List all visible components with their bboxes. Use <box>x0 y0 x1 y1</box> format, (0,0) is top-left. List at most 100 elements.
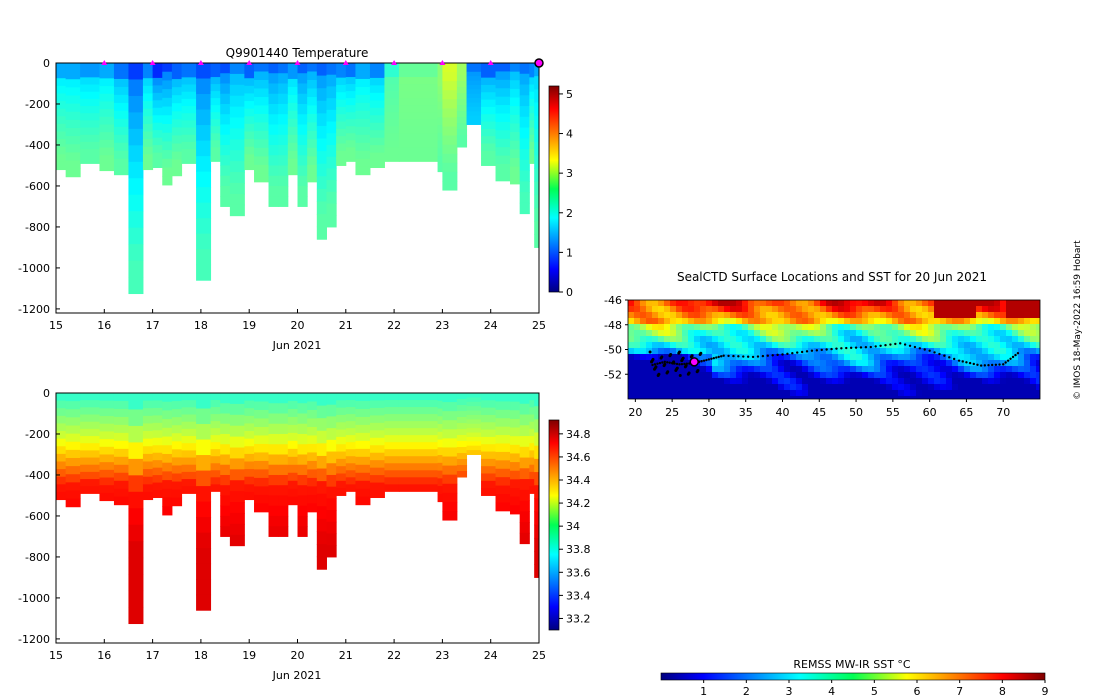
sst-cell <box>706 372 713 379</box>
profile-cell <box>466 397 482 403</box>
sst-cell <box>658 396 665 399</box>
profile-cell <box>481 473 497 482</box>
sst-colorbar-tick-label: 7 <box>956 685 963 698</box>
profile-cell <box>80 156 100 164</box>
profile-cell <box>519 192 530 204</box>
sst-cell <box>676 312 683 319</box>
profile-cell <box>437 416 443 425</box>
track-point <box>800 350 804 354</box>
profile-cell <box>99 454 115 463</box>
sst-cell <box>934 396 941 399</box>
profile-cell <box>398 98 439 106</box>
profile-cell <box>254 418 270 428</box>
profile-cell <box>171 457 183 466</box>
sst-cell <box>940 360 947 367</box>
sst-cell <box>982 300 989 307</box>
profile-cell <box>510 166 521 176</box>
profile-cell <box>220 63 231 74</box>
profile-cell <box>534 115 539 130</box>
profile-cell <box>244 423 255 432</box>
sst-cell <box>784 396 791 399</box>
profile-cell <box>369 63 385 71</box>
sst-cell <box>742 312 749 319</box>
sst-cell <box>706 330 713 337</box>
profile-cell <box>529 77 535 86</box>
profile-cell <box>442 402 458 412</box>
profile-cell <box>287 416 298 426</box>
track-point <box>665 371 669 375</box>
profile-cell <box>297 495 308 507</box>
profile-cell <box>128 409 144 427</box>
profile-cell <box>65 103 81 113</box>
profile-cell <box>99 101 115 110</box>
profile-cell <box>307 79 318 89</box>
track-point <box>815 349 819 352</box>
profile-cell <box>152 85 163 94</box>
profile-cell <box>196 439 212 456</box>
sst-cell <box>838 366 845 373</box>
sst-cell <box>910 378 917 385</box>
sst-cell <box>682 336 689 343</box>
profile-cell <box>481 422 497 431</box>
profile-cell <box>171 417 183 426</box>
seal-track <box>648 342 1020 377</box>
profile-cell <box>456 399 468 406</box>
sst-colorbar-tick-label: 5 <box>871 685 878 698</box>
profile-cell <box>495 443 511 453</box>
track-point <box>913 345 917 349</box>
profile-cell <box>152 460 163 469</box>
sst-cell <box>886 396 893 399</box>
profile-cell <box>278 495 289 507</box>
sst-cell <box>874 324 881 331</box>
profile-cell <box>278 144 289 156</box>
sst-cell <box>904 366 911 373</box>
profile-cell <box>65 136 81 145</box>
profile-cell <box>307 460 318 470</box>
sst-cell <box>982 312 989 319</box>
sst-cell <box>802 384 809 391</box>
sst-cell <box>784 336 791 343</box>
profile-cell <box>466 406 482 412</box>
sst-cell <box>682 306 689 313</box>
profile-cell <box>539 176 546 187</box>
sst-cell <box>862 378 869 385</box>
sst-cell <box>922 390 929 397</box>
profile-cell <box>244 476 255 485</box>
profile-cell <box>56 139 67 148</box>
track-point <box>712 356 716 360</box>
sst-cell <box>844 312 851 319</box>
profile-cell <box>456 411 468 418</box>
profile-cell <box>210 393 221 401</box>
sst-cell <box>880 306 887 313</box>
profile-cell <box>181 134 197 143</box>
sst-cell <box>754 306 761 313</box>
sst-cell <box>964 360 971 367</box>
sst-cell <box>676 306 683 313</box>
x-tick-label: 25 <box>532 649 546 662</box>
sst-cell <box>916 360 923 367</box>
profile-cell <box>56 431 67 440</box>
profile-cell <box>171 63 183 72</box>
sst-cell <box>838 396 845 399</box>
sst-cell <box>730 372 737 379</box>
sst-cell <box>922 342 929 349</box>
credit-text: © IMOS 18-May-2022 16:59 Hobart <box>1073 240 1083 400</box>
sst-cell <box>964 312 971 319</box>
profile-cell <box>65 466 81 475</box>
sst-cell <box>958 312 965 319</box>
profile-cell <box>113 102 129 112</box>
profile-cell <box>210 140 221 148</box>
profile-cell <box>355 432 371 442</box>
sst-cell <box>1012 384 1019 391</box>
profile-cell <box>442 474 458 485</box>
sst-cell <box>634 384 641 391</box>
profile-cell <box>326 180 337 193</box>
track-point <box>658 361 662 365</box>
profile-cell <box>99 139 115 149</box>
profile-cell <box>181 471 197 480</box>
sst-cell <box>880 372 887 379</box>
profile-cell <box>65 71 81 80</box>
sst-cell <box>928 336 935 343</box>
sst-cell <box>1024 312 1031 319</box>
